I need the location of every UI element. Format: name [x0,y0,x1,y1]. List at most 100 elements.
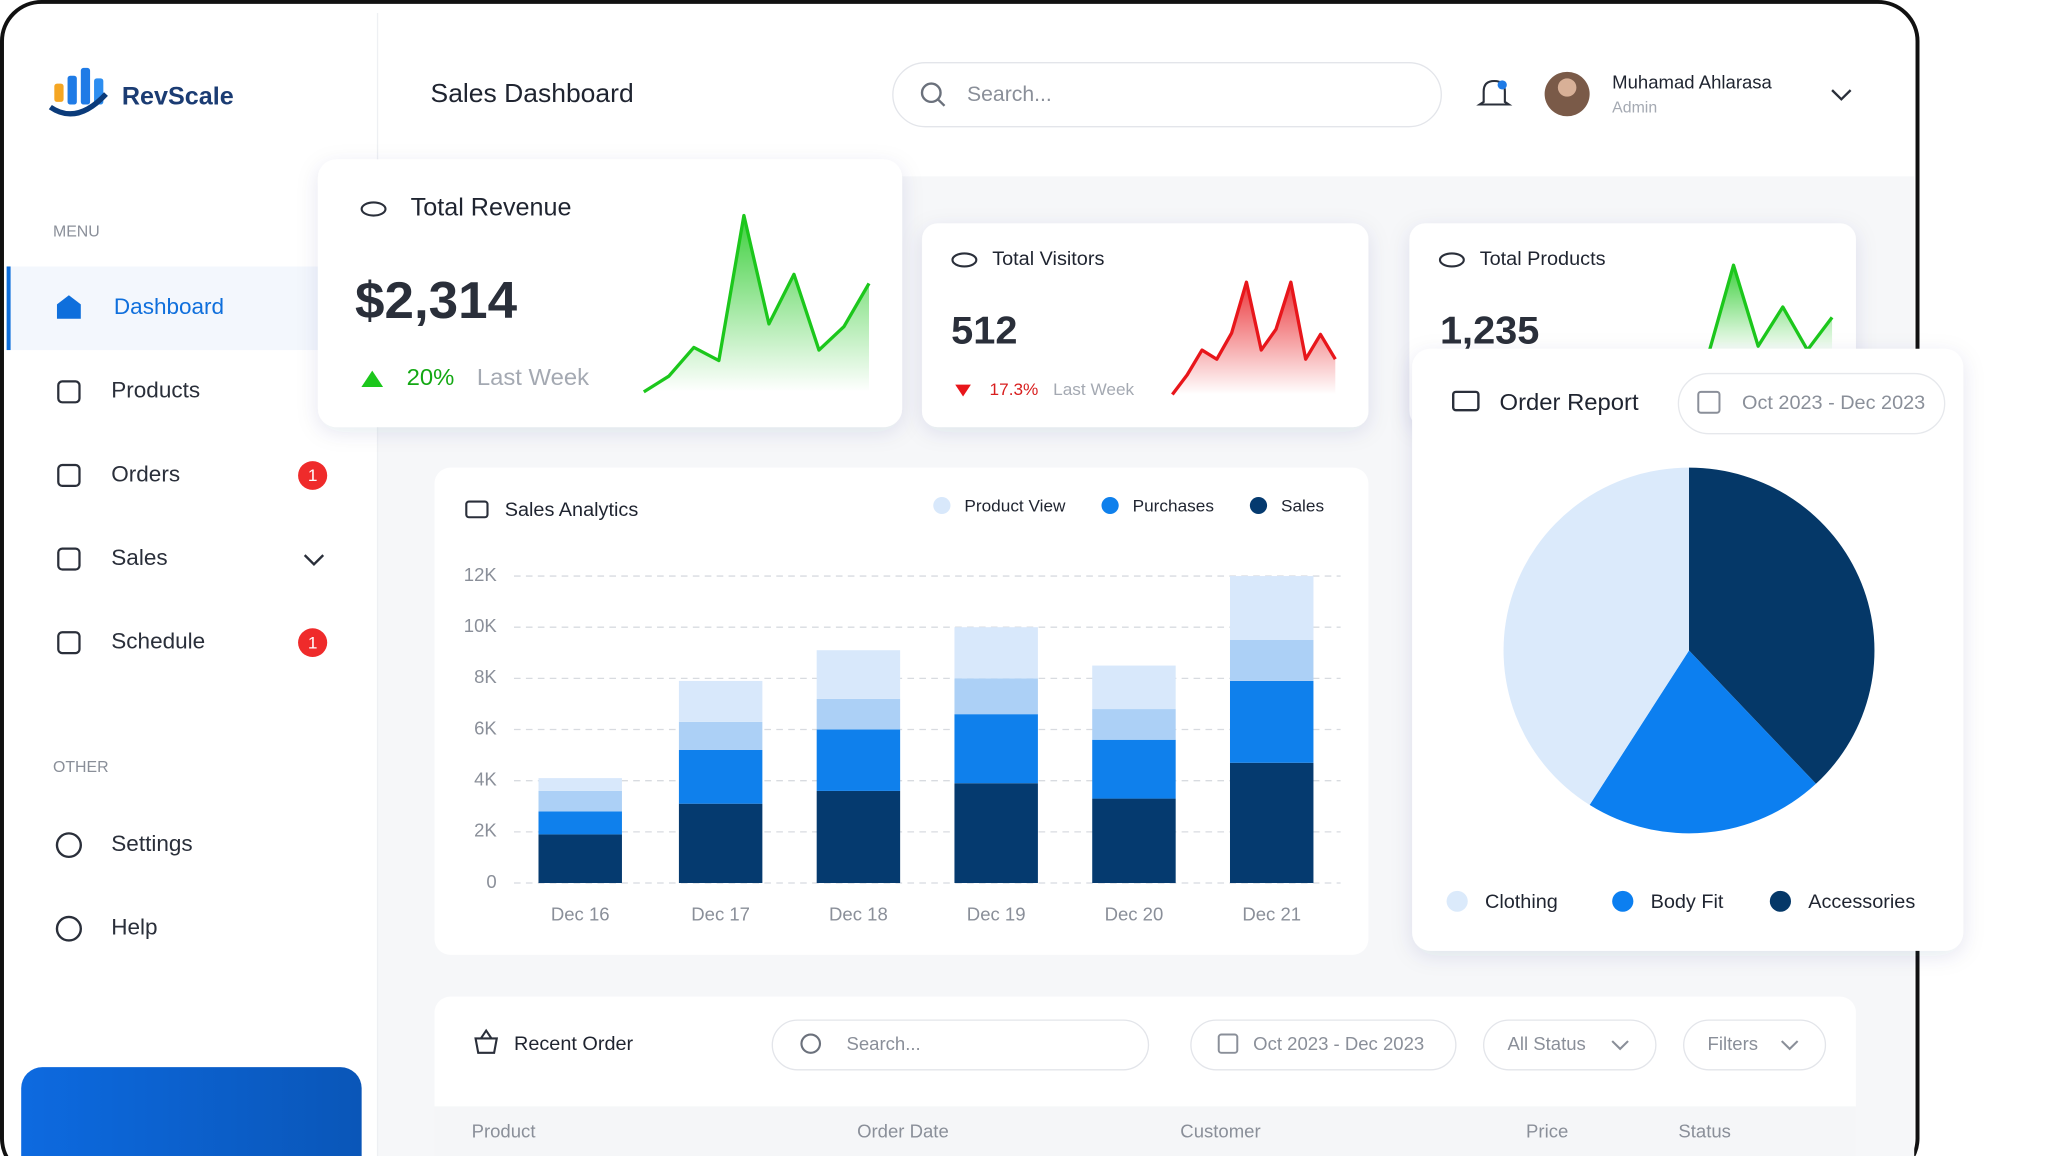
coins-icon [360,201,387,217]
nav-icon [57,631,81,655]
y-tick-label: 12K [464,564,498,585]
chart-icon [1452,390,1480,412]
help-icon [55,915,82,942]
stat-change: 17.3% [990,380,1039,399]
bar-segment [1229,680,1314,763]
user-role: Admin [1612,100,1657,117]
bar-segment [816,650,901,699]
page-title: Sales Dashboard [431,78,634,108]
stat-change: 20% [407,365,455,391]
sparkline [1707,263,1834,354]
section-title: Recent Order [514,1033,634,1055]
legend-swatch [1612,890,1634,912]
status-filter[interactable] [1483,1019,1657,1071]
sparkline [1171,280,1337,396]
legend-swatch [1249,497,1268,514]
y-tick-label: 6K [474,717,497,738]
x-tick-label: Dec 17 [691,904,750,925]
legend-swatch [1446,890,1468,912]
bar-segment [678,721,763,750]
nav-icon [57,380,81,404]
filters-button[interactable] [1683,1019,1827,1071]
bar-segment [954,627,1038,679]
bar-segment [678,749,763,804]
status-filter-label: All Status [1508,1033,1586,1054]
coins-icon [951,252,978,268]
nav-item[interactable]: Help [111,915,157,940]
legend-label: Body Fit [1651,891,1724,913]
stat-period: Last Week [477,365,589,391]
x-tick-label: Dec 20 [1105,904,1164,925]
bar-segment [538,834,622,884]
column-header: Product [472,1120,536,1141]
pie-slice [1503,467,1690,805]
pie-slice [1689,467,1875,784]
bar-segment [538,790,622,812]
date-range: Oct 2023 - Dec 2023 [1253,1033,1424,1054]
bar-segment [954,714,1038,784]
basket-icon [474,1028,499,1054]
badge [298,461,328,490]
stat-value: $2,314 [355,271,517,330]
nav-item[interactable]: Schedule [111,629,205,654]
nav-item[interactable]: Orders [111,461,180,486]
stat-title: Total Revenue [411,194,572,222]
search-icon [937,98,946,107]
x-tick-label: Dec 18 [829,904,888,925]
y-tick-label: 2K [474,820,497,841]
bar-segment [1092,739,1176,799]
filters-label: Filters [1708,1033,1758,1054]
bar-segment [1092,665,1176,710]
stat-title: Total Visitors [992,248,1104,270]
nav-item[interactable]: Settings [111,831,192,856]
column-header: Status [1678,1120,1731,1141]
bar-segment [1229,576,1314,640]
user-menu-chevron[interactable] [1831,89,1852,101]
x-tick-label: Dec 16 [551,904,610,925]
y-tick-label: 4K [474,769,497,790]
trend-down [955,384,971,397]
y-tick-label: 8K [474,666,497,687]
legend-label: Clothing [1485,891,1558,913]
date-filter[interactable] [1677,372,1946,435]
stat-value: 1,235 [1440,309,1539,353]
column-header: Customer [1180,1120,1260,1141]
x-tick-label: Dec 19 [967,904,1026,925]
pie-slice [1589,650,1816,834]
legend-label: Accessories [1808,891,1915,913]
menu-label: MENU [53,224,100,241]
stat-period: Last Week [1053,380,1134,399]
stat-value: 512 [951,309,1017,353]
nav-icon [57,463,81,488]
search-box[interactable] [892,62,1442,128]
date-filter[interactable] [1190,1019,1457,1071]
bell[interactable] [1476,79,1513,106]
bar-segment [816,729,901,791]
bar-segment [954,783,1038,884]
nav-item[interactable]: Products [111,378,200,403]
bar-segment [538,778,622,791]
nav-item[interactable]: Sales [111,545,167,570]
bar-segment [1229,762,1314,884]
badge-count: 1 [308,634,318,653]
sparkline [642,213,871,394]
chart-title: Order Report [1500,390,1639,416]
legend-swatch [1101,497,1119,514]
column-header: Order Date [857,1120,949,1141]
chevron [303,554,325,566]
date-range: Oct 2023 - Dec 2023 [1742,392,1925,414]
y-tick-label: 0 [486,871,496,892]
y-tick-label: 10K [464,615,498,636]
order-search[interactable] [771,1019,1150,1071]
badge [298,628,328,658]
table-header [434,1106,1856,1156]
chevron [1780,1040,1799,1051]
promo-card [21,1067,362,1156]
nav-icon [56,295,81,319]
chevron [1611,1040,1629,1051]
trend-up [361,370,384,388]
search-placeholder: Search... [846,1033,920,1054]
nav-item[interactable]: Dashboard [114,294,224,319]
